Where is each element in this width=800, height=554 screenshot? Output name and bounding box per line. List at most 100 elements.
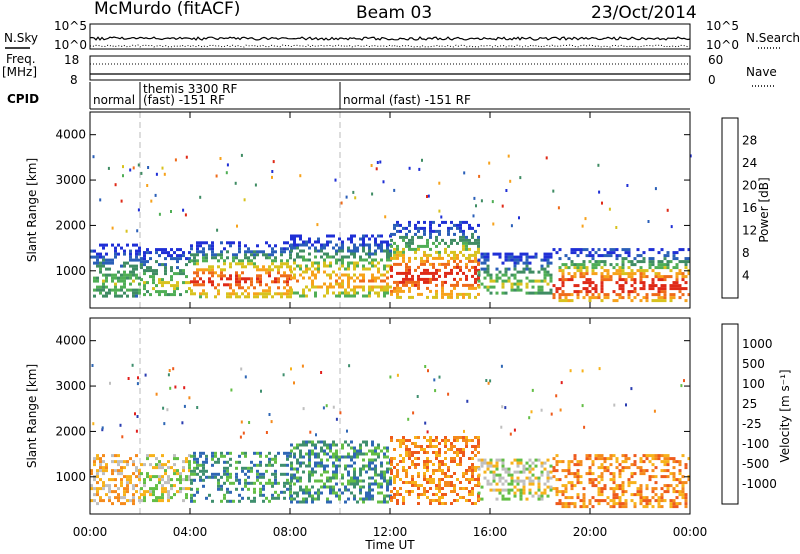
range-cell <box>672 293 676 297</box>
range-cell <box>308 276 311 280</box>
range-cell <box>438 442 441 445</box>
range-cell <box>393 478 396 481</box>
range-cell <box>226 295 229 299</box>
range-cell <box>486 479 490 483</box>
range-cell <box>253 481 256 485</box>
range-cell <box>335 464 338 468</box>
range-cell <box>262 484 265 488</box>
range-cell <box>411 274 414 278</box>
colorbar-frame <box>721 117 739 299</box>
range-cell <box>492 464 496 468</box>
range-cell <box>371 452 374 456</box>
range-cell <box>393 262 396 266</box>
range-cell <box>347 249 350 253</box>
range-cell <box>132 487 135 491</box>
range-cell <box>368 491 371 495</box>
range-cell <box>96 264 99 268</box>
range-cell <box>480 485 484 489</box>
count-tick-low-left: 10^0 <box>54 38 87 52</box>
range-cell <box>117 270 120 274</box>
y-tick-label: 1000 <box>55 264 86 278</box>
range-cell <box>317 440 320 444</box>
range-cell <box>356 249 359 253</box>
range-cell <box>483 255 487 259</box>
range-cell <box>383 291 386 295</box>
range-cell <box>468 457 471 460</box>
range-cell <box>396 256 399 260</box>
range-cell <box>465 247 468 251</box>
range-cell <box>365 443 368 447</box>
range-cell <box>471 493 474 496</box>
range-cell <box>176 266 179 270</box>
range-cell <box>335 482 338 486</box>
range-cell <box>362 273 365 277</box>
range-cell <box>615 502 619 506</box>
range-cell <box>356 276 359 280</box>
range-cell <box>579 275 583 279</box>
range-cell <box>123 291 126 295</box>
range-cell <box>681 278 685 282</box>
range-cell <box>465 277 468 281</box>
range-cell <box>546 258 550 262</box>
range-cell <box>597 466 601 470</box>
range-cell <box>196 457 199 461</box>
range-cell <box>137 163 140 167</box>
range-cell <box>129 276 132 280</box>
range-cell <box>405 265 408 269</box>
range-cell <box>344 294 347 298</box>
range-cell <box>546 470 550 474</box>
range-cell <box>390 436 393 439</box>
range-cell <box>501 488 505 492</box>
range-cell <box>240 420 243 424</box>
range-cell <box>170 484 173 488</box>
range-cell <box>408 244 411 248</box>
range-cell <box>561 269 565 273</box>
range-cell <box>155 487 158 491</box>
range-cell <box>672 499 676 503</box>
range-cell <box>353 285 356 289</box>
range-cell <box>573 472 577 476</box>
range-cell <box>122 165 124 169</box>
range-cell <box>114 291 117 295</box>
range-cell <box>600 254 604 258</box>
range-cell <box>220 487 223 491</box>
range-cell <box>540 497 544 501</box>
range-cell <box>377 485 380 489</box>
range-cell <box>274 457 277 461</box>
range-cell <box>528 467 532 471</box>
range-cell <box>256 280 259 284</box>
range-cell <box>486 288 490 292</box>
range-cell <box>308 252 311 256</box>
range-cell <box>173 493 176 497</box>
range-cell <box>537 497 541 501</box>
range-cell <box>681 287 685 291</box>
range-cell <box>528 476 532 480</box>
range-cell <box>630 499 634 503</box>
range-cell <box>630 272 634 276</box>
range-cell <box>441 496 444 499</box>
range-cell <box>135 276 138 280</box>
range-cell <box>483 458 487 462</box>
range-cell <box>408 241 411 245</box>
range-cell <box>468 253 471 257</box>
range-cell <box>444 445 447 448</box>
range-cell <box>383 452 386 456</box>
range-cell <box>254 183 257 187</box>
range-cell <box>441 280 444 284</box>
range-cell <box>573 275 577 279</box>
range-cell <box>396 262 399 266</box>
range-cell <box>350 234 353 238</box>
range-cell <box>630 263 634 267</box>
range-cell <box>564 293 568 297</box>
range-cell <box>462 295 465 299</box>
range-cell <box>510 255 514 259</box>
range-cell <box>531 479 535 483</box>
range-cell <box>302 249 305 253</box>
range-cell <box>444 247 447 251</box>
range-cell <box>368 249 371 253</box>
range-cell <box>444 271 447 275</box>
range-cell <box>471 469 474 472</box>
range-cell <box>474 265 477 269</box>
range-cell <box>456 226 459 230</box>
